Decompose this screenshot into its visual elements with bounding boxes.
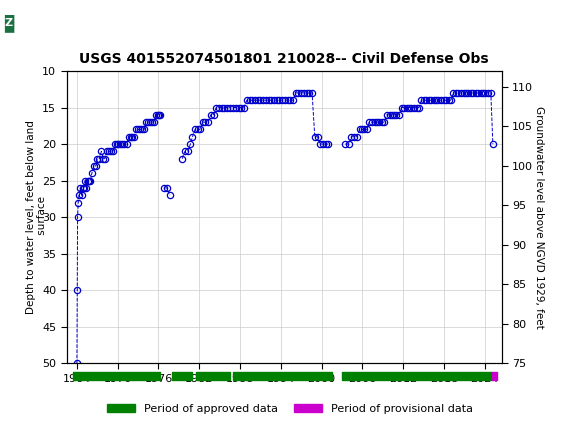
Bar [3, 4, 52, 43]
Text: Z: Z [4, 18, 12, 28]
Text: █: █ [4, 14, 13, 32]
Y-axis label: Groundwater level above NGVD 1929, feet: Groundwater level above NGVD 1929, feet [534, 106, 543, 329]
Title: USGS 401552074501801 210028-- Civil Defense Obs: USGS 401552074501801 210028-- Civil Defe… [79, 52, 489, 66]
Legend: Period of approved data, Period of provisional data: Period of approved data, Period of provi… [107, 403, 473, 414]
Text: USGS: USGS [32, 14, 87, 32]
Y-axis label: Depth to water level, feet below land
 surface: Depth to water level, feet below land su… [26, 120, 48, 314]
